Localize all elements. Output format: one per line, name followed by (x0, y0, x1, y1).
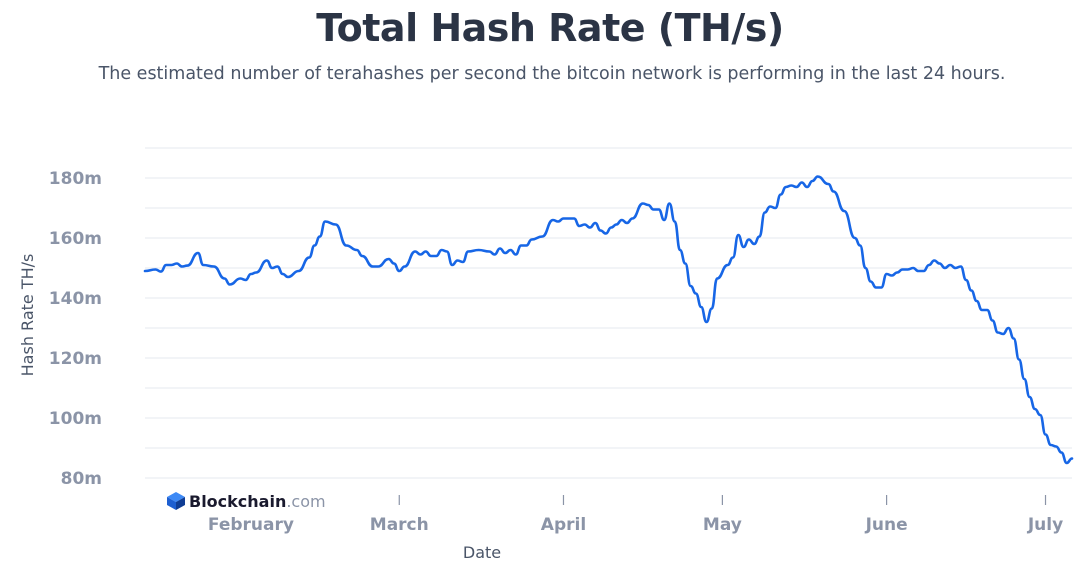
y-tick-label: 140m (49, 289, 102, 309)
y-tick-label: 160m (49, 229, 102, 249)
y-tick-label: 100m (49, 409, 102, 429)
x-axis-title: Date (463, 543, 501, 562)
x-tick-label: June (865, 515, 908, 535)
x-tick-label: February (208, 515, 294, 535)
x-tick-label: April (541, 515, 586, 535)
svg-text:Blockchain.com: Blockchain.com (189, 492, 326, 511)
y-axis-title: Hash Rate TH/s (18, 254, 37, 377)
chart-title: Total Hash Rate (TH/s) (316, 6, 784, 50)
y-tick-label: 120m (49, 349, 102, 369)
y-tick-label: 180m (49, 169, 102, 189)
watermark-suffix: .com (286, 492, 325, 511)
blockchain-cube-icon (167, 492, 185, 510)
blockchain-watermark: Blockchain.com (167, 492, 326, 511)
grid-lines (145, 147, 1072, 479)
y-tick-label: 80m (61, 469, 102, 489)
x-tick-label: July (1027, 515, 1063, 535)
x-axis-ticks: February March April May June July (208, 495, 1063, 535)
chart-subtitle: The estimated number of terahashes per s… (98, 64, 1006, 84)
hash-rate-series-line (143, 175, 1074, 465)
y-axis-ticks: 80m 100m 120m 140m 160m 180m (49, 169, 102, 489)
x-tick-label: March (370, 515, 429, 535)
watermark-brand: Blockchain (189, 492, 286, 511)
x-tick-label: May (703, 515, 742, 535)
